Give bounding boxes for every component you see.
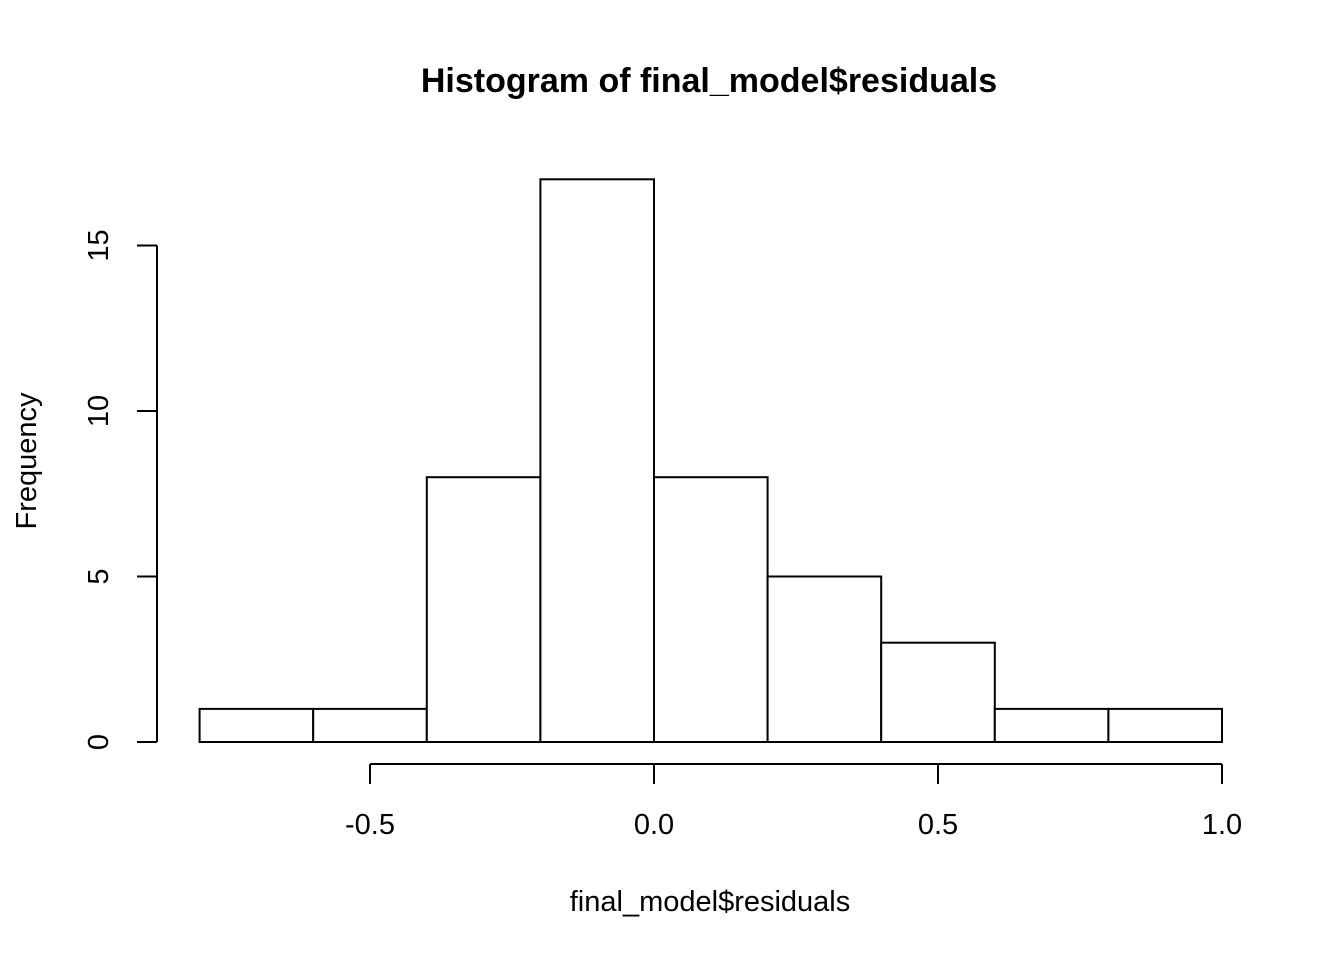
histogram-bar-8	[1107, 707, 1224, 744]
x-tick-label-3: 1.0	[1202, 809, 1242, 841]
histogram-bar-2	[425, 476, 542, 743]
y-tick-label-2: 10	[83, 395, 115, 427]
y-tick-label-1: 5	[83, 568, 115, 584]
histogram-bar-4	[653, 476, 769, 743]
histogram-bar-1	[312, 707, 428, 744]
y-axis-label: Frequency	[11, 392, 43, 530]
bars	[198, 178, 1224, 744]
histogram-bar-7	[993, 707, 1110, 744]
histogram-bar-6	[880, 641, 996, 744]
histogram-bar-0	[198, 707, 315, 744]
x-tick-label-0: -0.5	[345, 809, 395, 841]
y-tick-label-0: 0	[83, 734, 115, 750]
chart-title: Histogram of final_model$residuals	[421, 62, 997, 100]
x-axis: -0.5 0.0 0.5 1.0	[345, 763, 1242, 841]
histogram-bar-3	[539, 178, 656, 744]
x-tick-label-2: 0.5	[918, 809, 958, 841]
y-axis: 0 5 10 15	[83, 229, 158, 750]
x-axis-label: final_model$residuals	[570, 886, 851, 918]
y-tick-label-3: 15	[83, 229, 115, 261]
x-tick-label-1: 0.0	[634, 809, 674, 841]
histogram-bar-5	[766, 575, 883, 743]
